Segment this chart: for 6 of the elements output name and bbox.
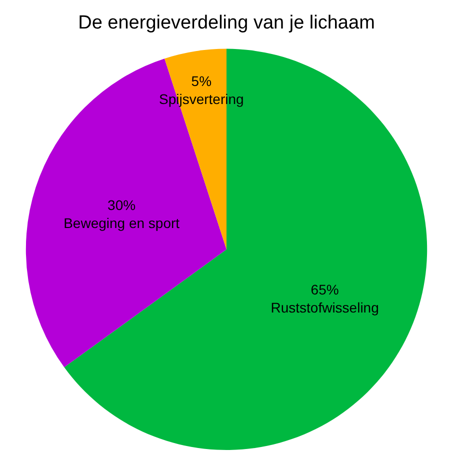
data-label: 5% (191, 72, 212, 89)
slice-label: Ruststofwisseling (270, 299, 379, 316)
data-label: 65% (310, 281, 339, 298)
chart-title: De energieverdeling van je lichaam (78, 12, 375, 34)
data-label: 30% (108, 197, 136, 214)
slice-label: Beweging en sport (64, 215, 180, 232)
